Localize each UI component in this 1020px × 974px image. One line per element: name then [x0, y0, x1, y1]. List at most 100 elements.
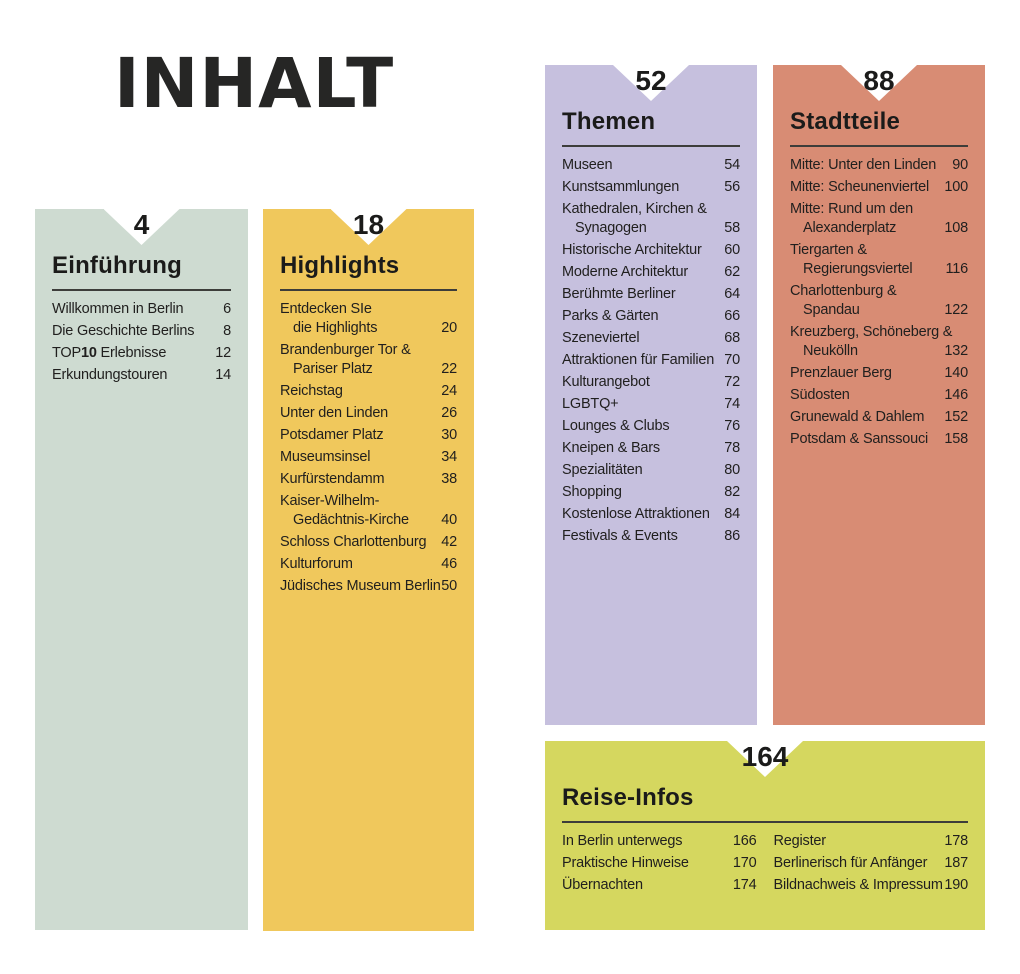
section-start-page: 164: [741, 741, 789, 772]
toc-entry-page: 46: [441, 556, 457, 572]
section-item-list: Entdecken SIe die Highlights 20 Brandenburg…: [280, 300, 457, 599]
toc-entry-label: Kulturforum: [280, 556, 353, 572]
section-start-page: 52: [635, 65, 667, 96]
toc-entry-page: 170: [732, 855, 757, 871]
toc-entry: Parks & Gärten 66: [562, 307, 740, 326]
toc-entry-label: Kneipen & Bars: [562, 440, 660, 456]
toc-entry-page: 190: [944, 877, 968, 893]
toc-entry-label: Übernachten: [562, 877, 643, 893]
toc-entry: Grunewald & Dahlem 152: [790, 408, 968, 427]
toc-entry-page: 38: [441, 471, 457, 487]
toc-column: Entdecken SIe die Highlights 20 Brandenburg…: [280, 300, 457, 599]
heading-rule: [562, 821, 968, 823]
toc-entry-page: 8: [223, 323, 231, 339]
toc-entry-label: Historische Architektur: [562, 242, 702, 258]
toc-entry-page: 62: [724, 264, 740, 280]
toc-entry-label: Schloss Charlottenburg: [280, 534, 427, 550]
toc-entry-page: 84: [724, 506, 740, 522]
toc-entry-label: Reichstag: [280, 383, 343, 399]
toc-entry-page: 42: [441, 534, 457, 550]
toc-entry-label: Berühmte Berliner: [562, 286, 676, 302]
toc-entry-label: Szeneviertel: [562, 330, 640, 346]
toc-entry-label: Kaiser-Wilhelm- Gedächtnis-Kirche: [280, 493, 409, 528]
toc-entry: Prenzlauer Berg 140: [790, 364, 968, 383]
section-stadtteile: 88 Stadtteile Mitte: Unter den Linden 90 M…: [773, 65, 985, 725]
toc-entry: Berlinerisch für Anfänger 187: [774, 854, 969, 873]
toc-entry: Erkundungstouren 14: [52, 366, 231, 385]
toc-entry-page: 82: [724, 484, 740, 500]
toc-entry: Mitte: Scheunenviertel 100: [790, 178, 968, 197]
toc-entry-label: Erkundungstouren: [52, 367, 168, 383]
toc-entry-label: Mitte: Scheunenviertel: [790, 179, 930, 195]
toc-entry-label: TOP10 Erlebnisse: [52, 345, 167, 361]
toc-column: Mitte: Unter den Linden 90 Mitte: Scheunen…: [790, 156, 968, 452]
toc-entry-label: Prenzlauer Berg: [790, 365, 892, 381]
toc-entry-label: Die Geschichte Berlins: [52, 323, 195, 339]
toc-entry: Attraktionen für Familien 70: [562, 351, 740, 370]
toc-entry-page: 64: [724, 286, 740, 302]
toc-entry-label: Museen: [562, 157, 613, 173]
toc-entry-page: 152: [944, 409, 968, 425]
toc-entry: Willkommen in Berlin 6: [52, 300, 231, 319]
toc-entry-page: 146: [944, 387, 968, 403]
toc-entry-page: 14: [215, 367, 231, 383]
toc-entry: Kulturangebot 72: [562, 373, 740, 392]
toc-entry-label: Spezialitäten: [562, 462, 643, 478]
toc-entry-page: 20: [441, 320, 457, 336]
toc-entry-label: Jüdisches Museum Berlin: [280, 578, 441, 594]
toc-entry: Kreuzberg, Schöneberg & Neukölln 132: [790, 323, 968, 361]
toc-entry-page: 122: [944, 302, 968, 318]
toc-entry-label: Brandenburger Tor & Pariser Platz: [280, 342, 411, 377]
toc-entry-page: 40: [441, 512, 457, 528]
toc-entry-page: 66: [724, 308, 740, 324]
toc-entry-label: Shopping: [562, 484, 622, 500]
toc-column: Willkommen in Berlin 6 Die Geschichte Berl…: [52, 300, 231, 388]
section-item-list: Mitte: Unter den Linden 90 Mitte: Scheunen…: [790, 156, 968, 452]
toc-entry-page: 56: [724, 179, 740, 195]
toc-entry: Potsdam & Sanssouci 158: [790, 430, 968, 449]
toc-entry: Potsdamer Platz 30: [280, 426, 457, 445]
toc-entry: Berühmte Berliner 64: [562, 285, 740, 304]
toc-entry: Kunstsammlungen 56: [562, 178, 740, 197]
toc-entry-label: LGBTQ+: [562, 396, 619, 412]
section-start-page: 88: [863, 65, 895, 96]
toc-entry-label: Kostenlose Attraktionen: [562, 506, 710, 522]
toc-entry-page: 80: [724, 462, 740, 478]
toc-entry-label: Potsdam & Sanssouci: [790, 431, 929, 447]
toc-entry-label: Kreuzberg, Schöneberg & Neukölln: [790, 324, 953, 359]
toc-entry-page: 100: [944, 179, 968, 195]
toc-entry: Museen 54: [562, 156, 740, 175]
toc-entry-page: 6: [223, 301, 231, 317]
toc-entry-page: 140: [944, 365, 968, 381]
toc-entry: Kulturforum 46: [280, 555, 457, 574]
toc-entry-page: 12: [215, 345, 231, 361]
toc-entry-label: Kurfürstendamm: [280, 471, 385, 487]
toc-entry-label: Unter den Linden: [280, 405, 389, 421]
toc-entry: Kneipen & Bars 78: [562, 439, 740, 458]
heading-rule: [52, 289, 231, 291]
section-item-list: Museen 54 Kunstsammlungen 56 Kathedralen, Ki…: [562, 156, 740, 549]
toc-entry-page: 72: [724, 374, 740, 390]
toc-entry-page: 116: [945, 261, 968, 277]
toc-entry: TOP10 Erlebnisse 12: [52, 344, 231, 363]
toc-entry: LGBTQ+ 74: [562, 395, 740, 414]
toc-entry-page: 86: [724, 528, 740, 544]
toc-entry-label: Bildnachweis & Impressum: [773, 877, 943, 893]
toc-entry-page: 54: [724, 157, 740, 173]
section-heading: Reise-Infos: [562, 784, 694, 811]
toc-entry: Jüdisches Museum Berlin 50: [280, 577, 457, 596]
toc-entry: Schloss Charlottenburg 42: [280, 533, 457, 552]
toc-entry: Bildnachweis & Impressum 190: [774, 876, 969, 895]
toc-entry-page: 68: [724, 330, 740, 346]
section-heading: Einführung: [52, 252, 182, 279]
toc-entry-page: 34: [441, 449, 457, 465]
toc-entry-label: Praktische Hinweise: [562, 855, 689, 871]
toc-entry-page: 108: [944, 220, 968, 236]
toc-entry-page: 26: [441, 405, 457, 421]
toc-entry: Kurfürstendamm 38: [280, 470, 457, 489]
toc-entry: Entdecken SIe die Highlights 20: [280, 300, 457, 338]
toc-entry-page: 187: [944, 855, 968, 871]
toc-entry: Register 178: [774, 832, 969, 851]
toc-entry: Szeneviertel 68: [562, 329, 740, 348]
toc-entry: Reichstag 24: [280, 382, 457, 401]
